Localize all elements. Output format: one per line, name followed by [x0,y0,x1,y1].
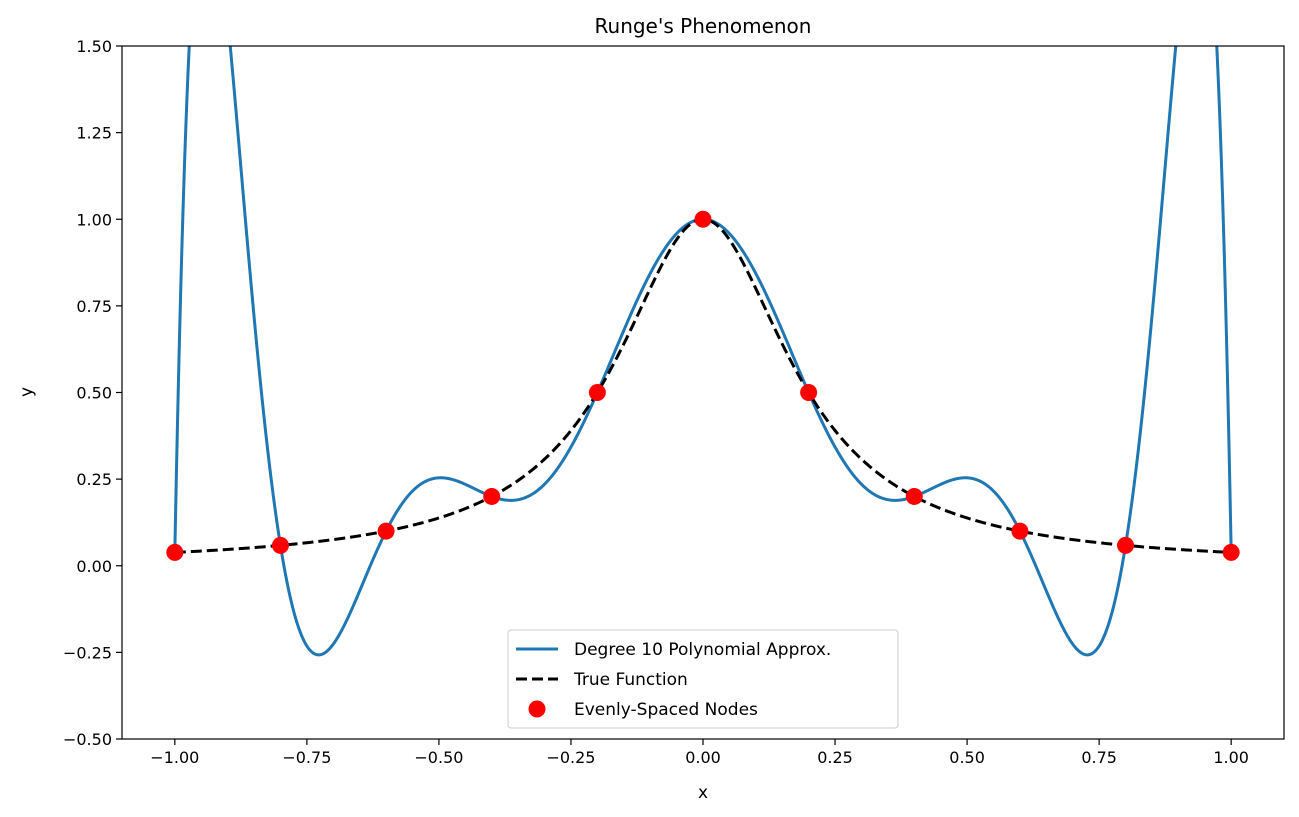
y-axis: −0.50 −0.25 0.00 0.25 0.50 0.75 1.00 1.25 1.50 [63,37,122,749]
legend-box [507,629,899,729]
y-tick-label: 0.00 [76,557,112,576]
node-point [905,487,923,505]
y-tick-label: 1.00 [76,210,112,229]
legend-label-polynomial: Degree 10 Polynomial Approx. [574,640,831,660]
y-tick-label: 0.25 [76,470,112,489]
y-tick-label: 1.50 [76,37,112,56]
node-point [377,522,395,540]
node-point [483,487,501,505]
x-tick-label: 0.25 [817,748,853,767]
node-point [1011,522,1029,540]
node-point [694,210,712,228]
x-tick-label: 0.00 [685,748,721,767]
y-axis-label: y [17,387,37,397]
node-point [588,384,606,401]
node-point [800,384,818,401]
x-tick-label: −0.75 [282,748,331,767]
x-tick-label: −0.25 [546,748,595,767]
x-tick-label: 0.75 [1081,748,1117,767]
y-tick-label: −0.25 [63,643,112,662]
chart-title: Runge's Phenomenon [595,14,812,38]
node-point [1222,543,1240,561]
x-tick-label: 1.00 [1213,748,1249,767]
y-tick-label: 1.25 [76,124,112,143]
legend: Degree 10 Polynomial Approx. True Functi… [507,629,899,729]
x-tick-label: 0.50 [949,748,985,767]
legend-label-true-function: True Function [573,670,688,690]
y-tick-label: 0.75 [76,297,112,316]
node-point [166,543,184,561]
x-axis: −1.00 −0.75 −0.50 −0.25 0.00 0.25 0.50 0.75 1.00 [150,739,1249,767]
x-tick-label: −0.50 [414,748,463,767]
y-tick-label: 0.50 [76,384,112,403]
node-point [271,536,289,554]
node-point [1117,536,1135,554]
x-tick-label: −1.00 [150,748,199,767]
x-axis-label: x [698,783,708,803]
y-tick-label: −0.50 [63,730,112,749]
legend-label-nodes: Evenly-Spaced Nodes [574,700,758,720]
legend-swatch-nodes [528,700,546,718]
